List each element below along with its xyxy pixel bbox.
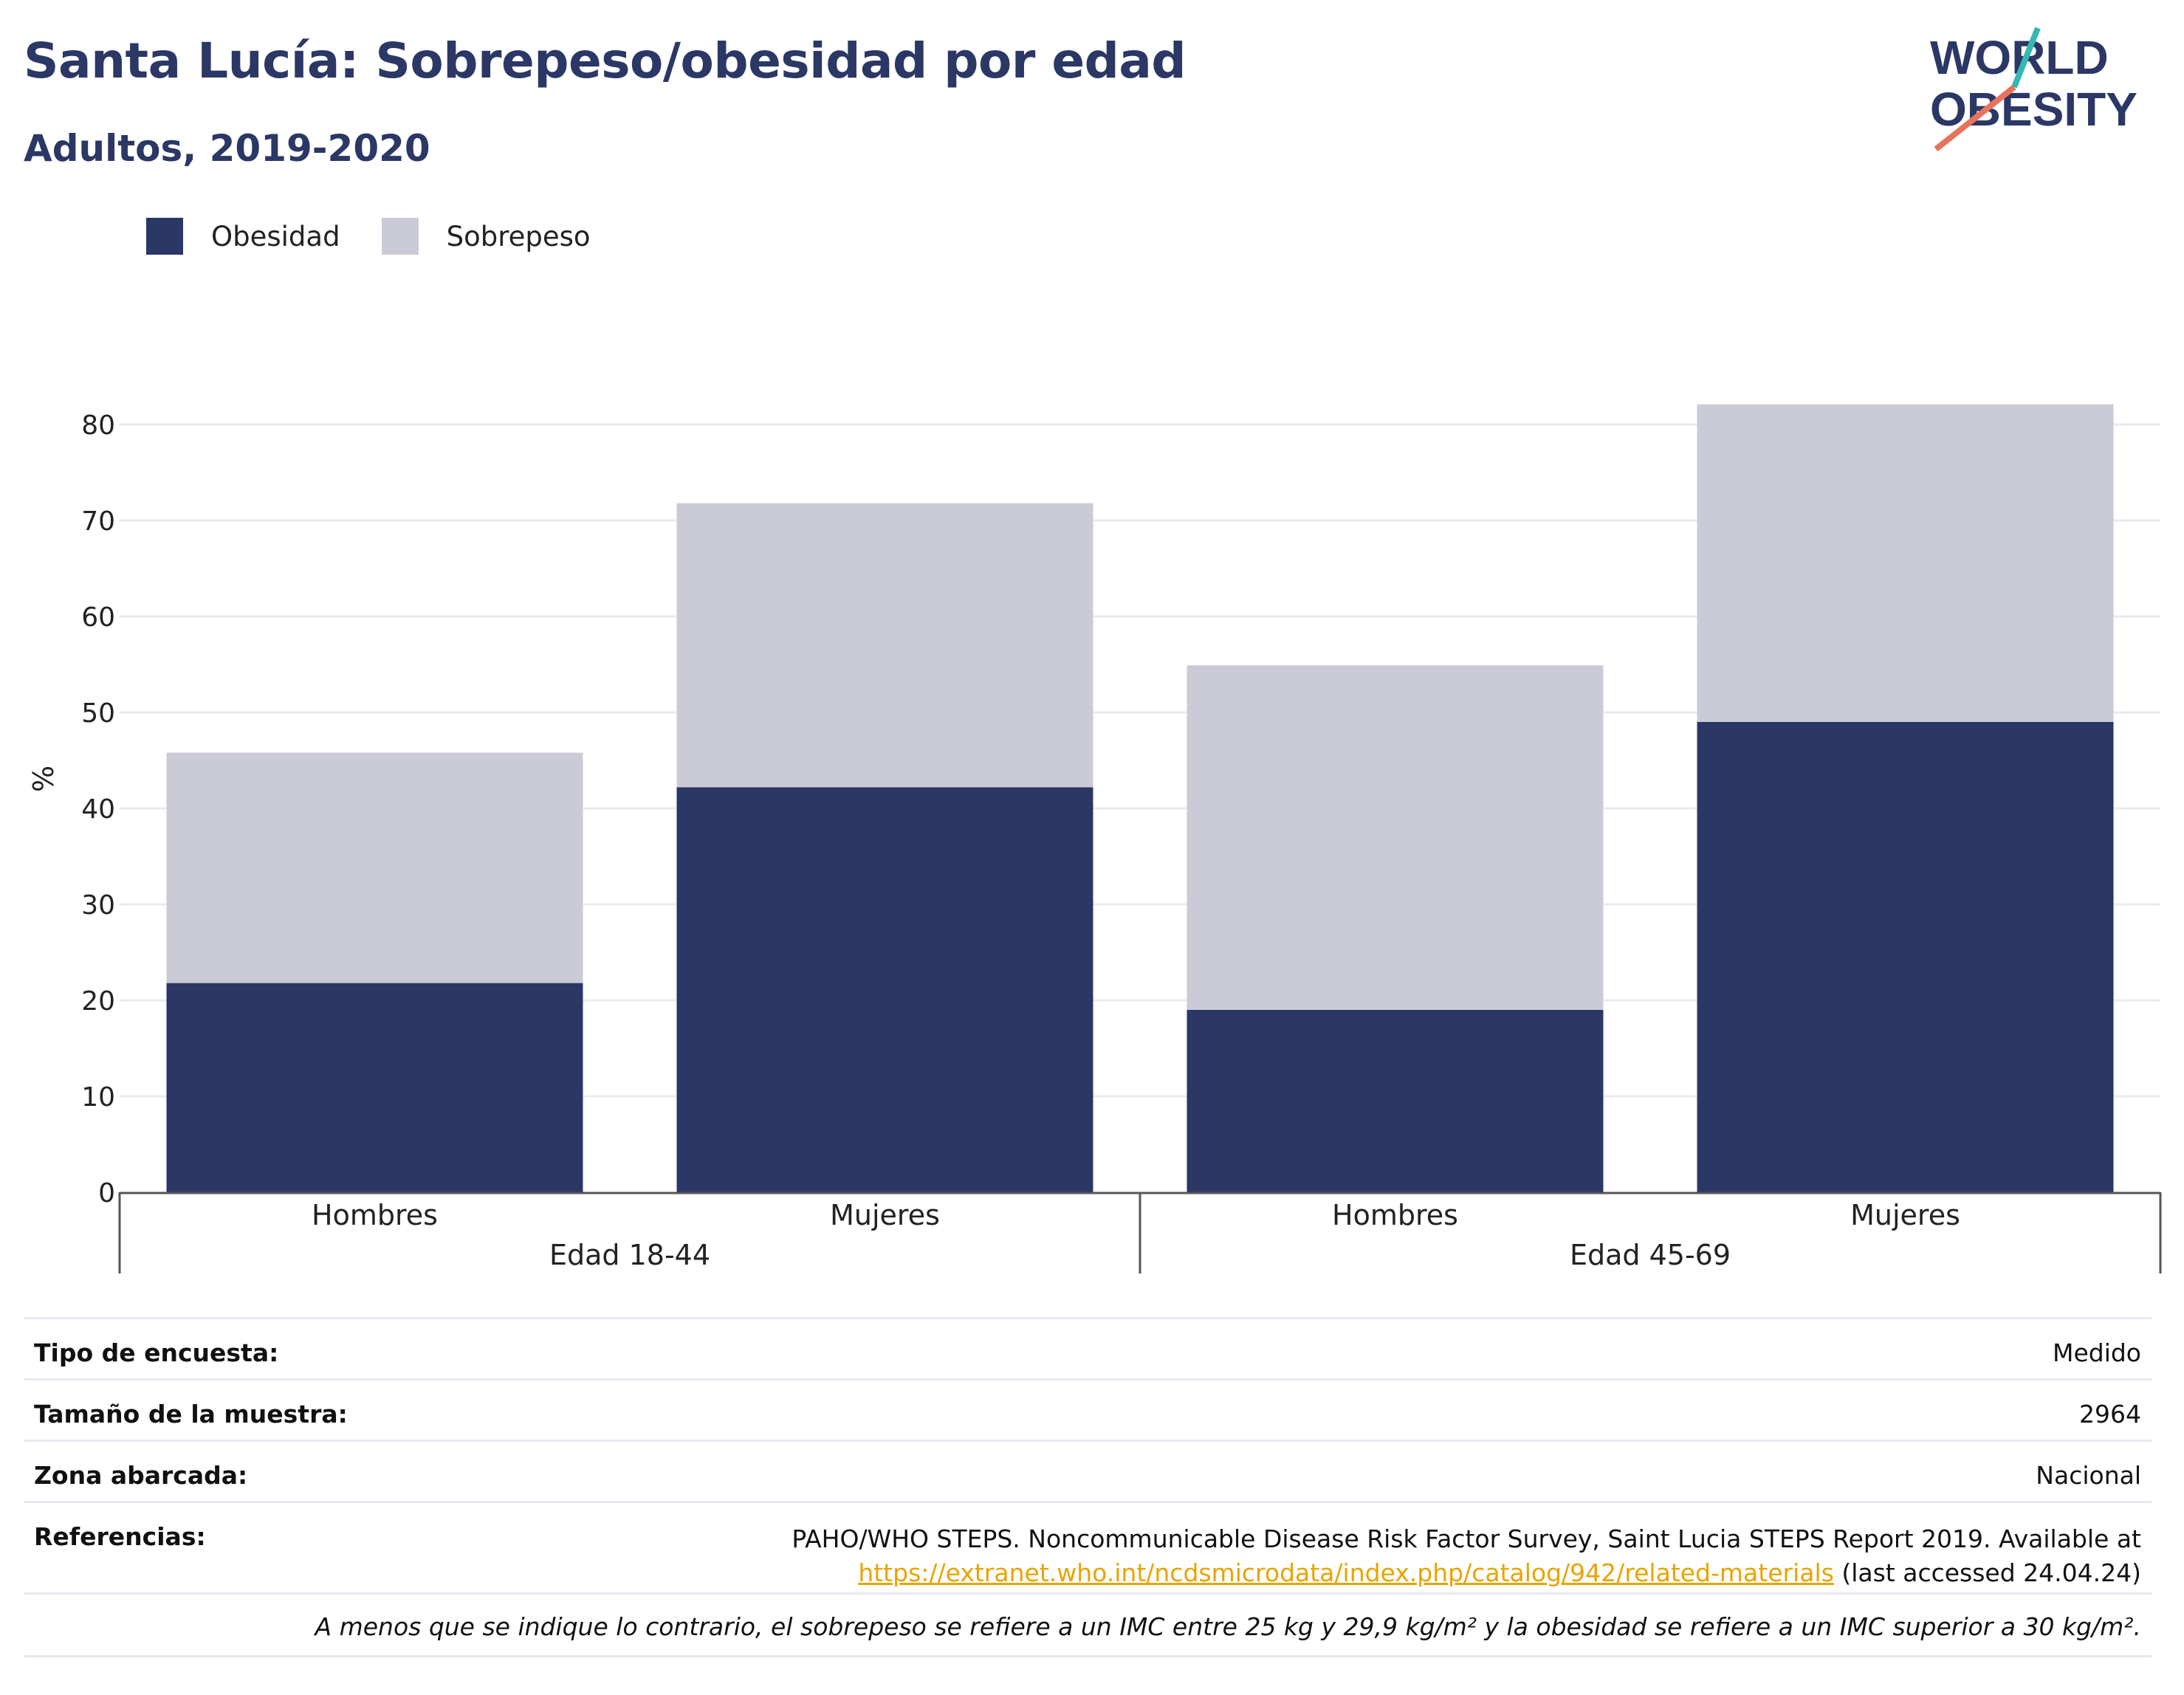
legend: Obesidad Sobrepeso <box>146 218 632 255</box>
bar-sobrepeso <box>1187 665 1604 1010</box>
x-tick-label: Hombres <box>312 1199 438 1231</box>
x-tick-label: Hombres <box>1332 1199 1458 1231</box>
references-suffix: (last accessed 24.04.24) <box>1833 1558 2141 1587</box>
references-label: Referencias: <box>34 1522 206 1551</box>
references-value: PAHO/WHO STEPS. Noncommunicable Disease … <box>791 1522 2141 1590</box>
world-obesity-logo: WORLD OBESITY <box>1930 27 2137 152</box>
y-tick-label: 60 <box>81 602 115 633</box>
footnote: A menos que se indique lo contrario, el … <box>315 1612 2141 1641</box>
logo-slash-coral <box>1934 84 2016 152</box>
group-label: Edad 18-44 <box>549 1239 710 1271</box>
survey-type-value: Medido <box>2052 1338 2141 1367</box>
bar-chart: 0 10 20 30 40 50 60 70 80% Hombres Mujeres Hombres M… <box>27 404 2162 1273</box>
y-tick-label: 70 <box>81 506 115 537</box>
bar-obesidad <box>166 983 583 1192</box>
y-tick-label: 50 <box>81 698 115 729</box>
survey-type-label: Tipo de encuesta: <box>34 1338 279 1367</box>
bar-obesidad <box>1697 722 2114 1192</box>
references-link[interactable]: https://extranet.who.int/ncdsmicrodata/i… <box>858 1558 1834 1587</box>
references-text: PAHO/WHO STEPS. Noncommunicable Disease … <box>791 1524 2141 1553</box>
row-survey-type: Tipo de encuesta: Medido <box>24 1317 2152 1381</box>
sample-size-label: Tamaño de la muestra: <box>34 1400 348 1428</box>
y-tick-label: 80 <box>81 410 115 441</box>
x-tick-label: Mujeres <box>830 1199 940 1231</box>
area-value: Nacional <box>2036 1461 2141 1490</box>
logo-slash-teal <box>2011 27 2041 89</box>
row-references: Referencias: PAHO/WHO STEPS. Noncommunic… <box>24 1501 2152 1595</box>
y-tick-label: 30 <box>81 890 115 921</box>
bar-obesidad <box>676 787 1093 1192</box>
legend-label-sobrepeso: Sobrepeso <box>446 220 591 252</box>
bar-sobrepeso <box>1697 404 2114 722</box>
legend-swatch-sobrepeso <box>381 218 419 255</box>
group-label: Edad 45-69 <box>1570 1239 1731 1271</box>
bar-sobrepeso <box>676 503 1093 788</box>
chart-title: Santa Lucía: Sobrepeso/obesidad por edad <box>24 32 1187 89</box>
bar-sobrepeso <box>166 752 583 983</box>
row-note: A menos que se indique lo contrario, el … <box>24 1592 2152 1657</box>
bar-obesidad <box>1187 1010 1604 1192</box>
x-tick-label: Mujeres <box>1850 1199 1960 1231</box>
chart-subtitle: Adultos, 2019-2020 <box>24 127 430 170</box>
y-axis-label: % <box>27 766 60 792</box>
y-tick-label: 20 <box>81 986 115 1017</box>
sample-size-value: 2964 <box>2079 1400 2141 1428</box>
area-label: Zona abarcada: <box>34 1461 248 1490</box>
row-area: Zona abarcada: Nacional <box>24 1440 2152 1503</box>
y-tick-label: 10 <box>81 1082 115 1113</box>
legend-swatch-obesidad <box>146 218 183 255</box>
y-tick-label: 40 <box>81 794 115 825</box>
legend-label-obesidad: Obesidad <box>211 220 340 252</box>
y-tick-label: 0 <box>98 1178 115 1208</box>
row-sample-size: Tamaño de la muestra: 2964 <box>24 1378 2152 1442</box>
